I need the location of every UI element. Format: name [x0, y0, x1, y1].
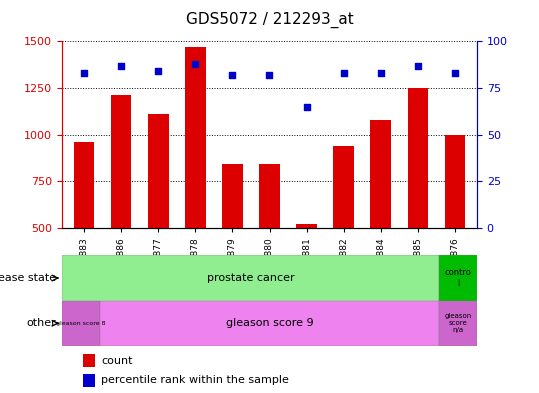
Bar [148, 114, 169, 228]
Bar [222, 164, 243, 228]
Text: other: other [27, 318, 57, 328]
Bar [74, 142, 94, 228]
Point [154, 68, 163, 74]
Text: count: count [101, 356, 133, 366]
Bar [370, 119, 391, 228]
Point [376, 70, 385, 76]
Text: GDS5072 / 212293_at: GDS5072 / 212293_at [185, 12, 354, 28]
Point [302, 103, 311, 110]
Point [413, 62, 422, 69]
Bar [296, 224, 317, 228]
Bar [83, 374, 95, 387]
Bar [439, 255, 477, 301]
Point [340, 70, 348, 76]
Point [191, 61, 199, 67]
Bar [334, 146, 354, 228]
Point [228, 72, 237, 78]
Text: prostate cancer: prostate cancer [207, 273, 294, 283]
Bar [445, 134, 465, 228]
Bar [259, 164, 280, 228]
Point [265, 72, 274, 78]
Text: gleason score 9: gleason score 9 [226, 318, 313, 328]
Bar [62, 301, 100, 346]
Text: gleason
score
n/a: gleason score n/a [445, 313, 472, 333]
Bar [111, 95, 132, 228]
Text: contro
l: contro l [445, 268, 472, 288]
Bar [439, 301, 477, 346]
Bar [100, 301, 439, 346]
Bar [83, 354, 95, 367]
Bar [185, 47, 205, 228]
Text: gleason score 8: gleason score 8 [56, 321, 106, 326]
Point [80, 70, 88, 76]
Point [451, 70, 459, 76]
Text: disease state: disease state [0, 273, 57, 283]
Text: percentile rank within the sample: percentile rank within the sample [101, 375, 289, 386]
Point [117, 62, 126, 69]
Bar [407, 88, 428, 228]
